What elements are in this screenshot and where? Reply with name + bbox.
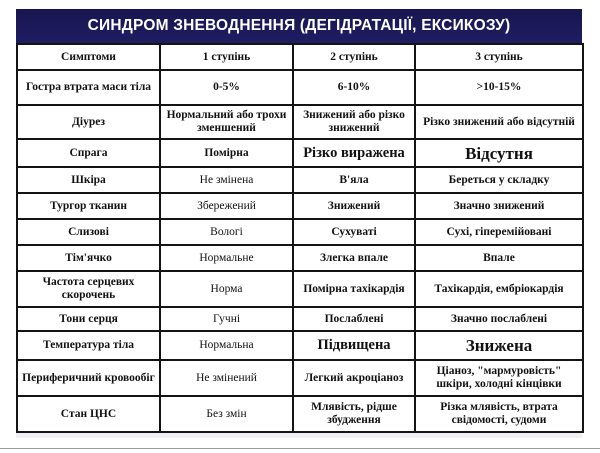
degree-1-cell: Не змінена: [159, 166, 294, 194]
table-row: Гостра втрата маси тіла 0-5% 6-10% >10-1…: [16, 69, 584, 106]
column-header-degree-1: 1 ступінь: [159, 43, 294, 71]
degree-1-cell: Гучні: [159, 306, 294, 332]
degree-3-cell: Значно послаблені: [414, 306, 584, 332]
degree-1-cell: Норма: [159, 270, 294, 308]
table-row: Тім'ячко Нормальне Злегка впале Впале: [16, 244, 584, 272]
bottom-divider: [0, 448, 600, 449]
column-header-symptoms: Симптоми: [16, 43, 161, 71]
degree-2-cell: Підвищена: [292, 330, 416, 361]
degree-1-cell: 0-5%: [159, 69, 294, 106]
table-row: Шкіра Не змінена В'яла Береться у складк…: [16, 166, 584, 194]
symptom-cell: Тургор тканин: [16, 192, 161, 220]
degree-3-cell: Впале: [414, 244, 584, 272]
degree-3-cell: Ціаноз, "мармуровість" шкіри, холодні кі…: [414, 359, 584, 397]
degree-3-cell: Сухі, гіперемійовані: [414, 218, 584, 246]
table-row: Периферичний кровообіг Не змінений Легки…: [16, 359, 584, 397]
table-row: Спрага Помірна Різко виражена Відсутня: [16, 138, 584, 168]
degree-2-cell: Млявість, рідше збудження: [292, 395, 416, 433]
table-row: Частота серцевих скорочень Норма Помірна…: [16, 270, 584, 308]
degree-2-cell: 6-10%: [292, 69, 416, 106]
symptom-cell: Тім'ячко: [16, 244, 161, 272]
degree-2-cell: Знижений: [292, 192, 416, 220]
degree-3-cell: Різка млявість, втрата свідомості, судом…: [414, 395, 584, 433]
degree-2-cell: Різко виражена: [292, 138, 416, 168]
degree-3-cell: Відсутня: [414, 138, 584, 168]
degree-1-cell: Нормальна: [159, 330, 294, 361]
symptom-cell: Слизові: [16, 218, 161, 246]
slide-title: СИНДРОМ ЗНЕВОДНЕННЯ (ДЕГІДРАТАЦІЇ, ЕКСИК…: [16, 9, 582, 43]
degree-3-cell: Тахікардія, ембріокардія: [414, 270, 584, 308]
table-header-row: Симптоми 1 ступінь 2 ступінь 3 ступінь: [16, 43, 584, 71]
degree-1-cell: Не змінений: [159, 359, 294, 397]
degree-1-cell: Нормальне: [159, 244, 294, 272]
degree-3-cell: Значно знижений: [414, 192, 584, 220]
column-header-degree-3: 3 ступінь: [414, 43, 584, 71]
degree-2-cell: Знижений або різко знижений: [292, 104, 416, 140]
degree-3-cell: Знижена: [414, 330, 584, 361]
symptom-cell: Шкіра: [16, 166, 161, 194]
degree-1-cell: Збережений: [159, 192, 294, 220]
table-row: Слизові Вологі Сухуваті Сухі, гіперемійо…: [16, 218, 584, 246]
degree-2-cell: Легкий акроціаноз: [292, 359, 416, 397]
symptom-cell: Спрага: [16, 138, 161, 168]
table-row: Температура тіла Нормальна Підвищена Зни…: [16, 330, 584, 361]
degree-3-cell: >10-15%: [414, 69, 584, 106]
degree-1-cell: Нормальний або трохи зменшений: [159, 104, 294, 140]
degree-1-cell: Без змін: [159, 395, 294, 433]
symptom-cell: Діурез: [16, 104, 161, 140]
symptom-cell: Стан ЦНС: [16, 395, 161, 433]
symptom-cell: Частота серцевих скорочень: [16, 270, 161, 308]
degree-3-cell: Береться у складку: [414, 166, 584, 194]
degree-2-cell: В'яла: [292, 166, 416, 194]
table-row: Стан ЦНС Без змін Млявість, рідше збудже…: [16, 395, 584, 433]
degree-2-cell: Послаблені: [292, 306, 416, 332]
symptom-cell: Периферичний кровообіг: [16, 359, 161, 397]
symptom-cell: Гостра втрата маси тіла: [16, 69, 161, 106]
symptom-cell: Тони серця: [16, 306, 161, 332]
degree-2-cell: Помірна тахікардія: [292, 270, 416, 308]
dehydration-table: Симптоми 1 ступінь 2 ступінь 3 ступінь Г…: [16, 43, 584, 433]
column-header-degree-2: 2 ступінь: [292, 43, 416, 71]
degree-1-cell: Вологі: [159, 218, 294, 246]
degree-1-cell: Помірна: [159, 138, 294, 168]
table-row: Діурез Нормальний або трохи зменшений Зн…: [16, 104, 584, 140]
degree-2-cell: Злегка впале: [292, 244, 416, 272]
degree-2-cell: Сухуваті: [292, 218, 416, 246]
table-row: Тони серця Гучні Послаблені Значно посла…: [16, 306, 584, 332]
symptom-cell: Температура тіла: [16, 330, 161, 361]
degree-3-cell: Різко знижений або відсутній: [414, 104, 584, 140]
table-row: Тургор тканин Збережений Знижений Значно…: [16, 192, 584, 220]
